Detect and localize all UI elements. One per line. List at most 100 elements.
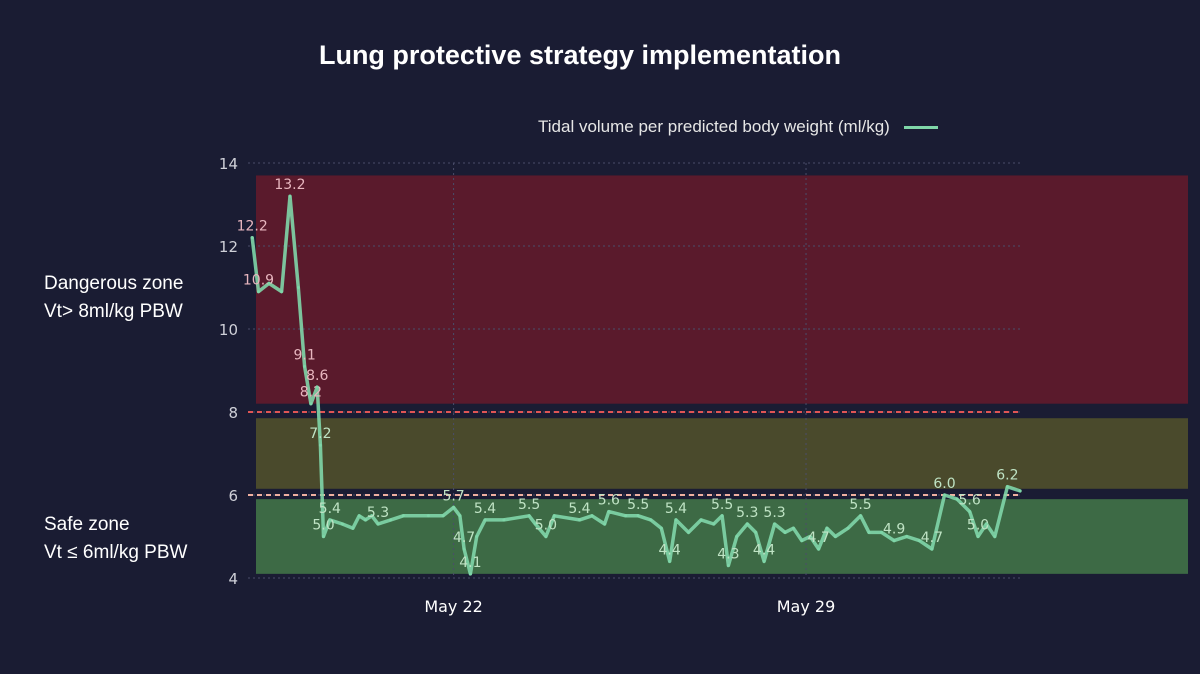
y-tick-label: 4: [228, 570, 238, 588]
data-label: 5.6: [598, 493, 620, 509]
data-label: 5.0: [312, 518, 334, 534]
data-point: [754, 530, 758, 534]
data-point: [322, 535, 326, 538]
series-line: [250, 194, 1022, 576]
data-point: [250, 236, 254, 240]
data-point: [462, 547, 466, 551]
data-point: [475, 535, 479, 538]
data-point: [735, 535, 739, 538]
x-tick-label: May 22: [424, 597, 483, 616]
data-point: [993, 535, 997, 538]
data-label: 5.3: [736, 505, 758, 521]
data-point: [389, 518, 393, 522]
data-point: [880, 530, 884, 534]
y-tick-label: 6: [228, 487, 238, 505]
data-point: [376, 522, 380, 526]
data-point: [930, 547, 934, 551]
data-label: 5.7: [442, 488, 464, 504]
data-point: [867, 530, 871, 534]
data-point: [544, 535, 548, 538]
data-point: [315, 385, 319, 389]
data-point: [917, 539, 921, 543]
data-point: [817, 547, 821, 551]
data-point: [328, 518, 332, 522]
data-point: [351, 526, 355, 530]
data-point: [726, 564, 730, 568]
data-point: [401, 514, 405, 518]
data-point: [603, 522, 607, 526]
safe-zone-label: Safe zone Vt ≤ 6ml/kg PBW: [44, 511, 187, 567]
data-label: 8.2: [300, 385, 322, 401]
data-label: 4.1: [459, 555, 481, 571]
data-point: [791, 526, 795, 530]
legend-swatch: [903, 125, 938, 129]
y-tick-label: 8: [228, 404, 238, 422]
data-point: [309, 402, 313, 406]
data-point: [357, 514, 361, 518]
data-label: 6.2: [996, 468, 1018, 484]
data-label: 4.9: [883, 522, 905, 538]
data-point: [363, 518, 367, 522]
data-label: 5.5: [711, 497, 733, 513]
danger-zone-rule: Vt> 8ml/kg PBW: [44, 301, 183, 322]
data-point: [340, 522, 344, 526]
data-point: [303, 364, 307, 368]
data-point: [808, 535, 812, 538]
data-point: [800, 539, 804, 543]
data-point: [892, 539, 896, 543]
data-point: [825, 526, 829, 530]
data-label: 4.7: [807, 530, 829, 546]
legend-label: Tidal volume per predicted body weight (…: [538, 117, 890, 136]
danger-zone-label: Dangerous zone Vt> 8ml/kg PBW: [44, 270, 183, 326]
data-label: 5.5: [518, 497, 540, 513]
data-point: [762, 559, 766, 563]
y-tick-label: 14: [219, 155, 238, 173]
data-point: [607, 510, 611, 514]
data-point: [976, 535, 980, 538]
data-point: [288, 194, 292, 198]
data-point: [502, 518, 506, 522]
data-label: 5.4: [319, 501, 341, 517]
data-point: [590, 514, 594, 518]
data-label: 4.7: [453, 530, 475, 546]
data-label: 9.1: [294, 347, 316, 363]
data-point: [649, 518, 653, 522]
x-tick-label: May 29: [777, 597, 836, 616]
data-label: 12.2: [237, 219, 268, 235]
data-point: [458, 514, 462, 518]
data-point: [659, 526, 663, 530]
data-label: 5.3: [367, 505, 389, 521]
data-label: 10.9: [243, 273, 274, 289]
legend[interactable]: Tidal volume per predicted body weight (…: [538, 117, 938, 137]
data-label: 7.2: [309, 426, 331, 442]
data-label: 5.3: [763, 505, 785, 521]
data-point: [426, 514, 430, 518]
data-point: [687, 530, 691, 534]
data-label: 4.4: [659, 542, 681, 558]
data-point: [1018, 489, 1022, 493]
data-point: [1005, 485, 1009, 489]
zone-band-danger: [256, 175, 1188, 404]
data-label: 5.5: [849, 497, 871, 513]
data-point: [942, 493, 946, 497]
safe-zone-title: Safe zone: [44, 514, 130, 535]
data-point: [468, 572, 472, 576]
data-point: [846, 526, 850, 530]
data-point: [527, 514, 531, 518]
data-point: [833, 535, 837, 538]
safe-zone-rule: Vt ≤ 6ml/kg PBW: [44, 542, 188, 563]
data-point: [267, 281, 271, 285]
data-point: [318, 443, 322, 447]
data-point: [441, 514, 445, 518]
data-label: 13.2: [274, 177, 305, 193]
data-label: 4.3: [717, 547, 739, 563]
data-label: 5.5: [627, 497, 649, 513]
data-point: [859, 514, 863, 518]
data-point: [720, 514, 724, 518]
data-point: [905, 535, 909, 538]
data-label: 8.6: [306, 368, 328, 384]
data-point: [783, 530, 787, 534]
data-point: [636, 514, 640, 518]
